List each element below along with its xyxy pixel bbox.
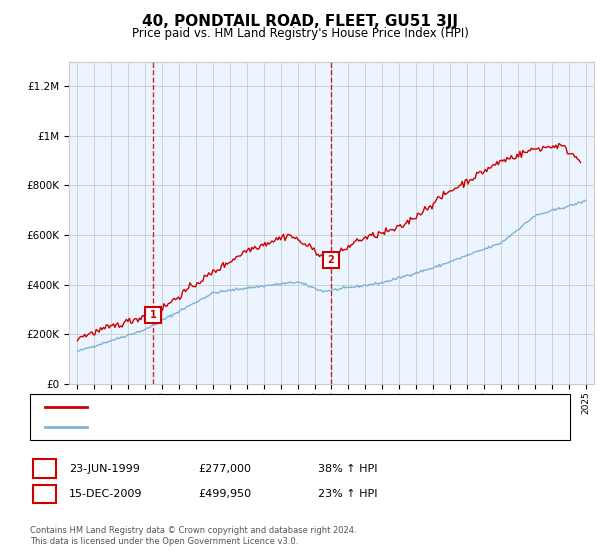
- Text: £499,950: £499,950: [198, 489, 251, 499]
- Text: HPI: Average price, detached house, Hart: HPI: Average price, detached house, Hart: [94, 422, 310, 432]
- Text: Contains HM Land Registry data © Crown copyright and database right 2024.
This d: Contains HM Land Registry data © Crown c…: [30, 526, 356, 546]
- Text: Price paid vs. HM Land Registry's House Price Index (HPI): Price paid vs. HM Land Registry's House …: [131, 27, 469, 40]
- Text: 1: 1: [41, 464, 48, 474]
- Text: 23% ↑ HPI: 23% ↑ HPI: [318, 489, 377, 499]
- Text: 38% ↑ HPI: 38% ↑ HPI: [318, 464, 377, 474]
- Text: 2: 2: [327, 255, 334, 265]
- Text: 40, PONDTAIL ROAD, FLEET, GU51 3JJ: 40, PONDTAIL ROAD, FLEET, GU51 3JJ: [142, 14, 458, 29]
- Text: 2: 2: [41, 489, 48, 499]
- Text: 23-JUN-1999: 23-JUN-1999: [69, 464, 140, 474]
- Text: 15-DEC-2009: 15-DEC-2009: [69, 489, 143, 499]
- Text: 40, PONDTAIL ROAD, FLEET, GU51 3JJ (detached house): 40, PONDTAIL ROAD, FLEET, GU51 3JJ (deta…: [94, 402, 383, 412]
- Text: 1: 1: [150, 310, 157, 320]
- Text: £277,000: £277,000: [198, 464, 251, 474]
